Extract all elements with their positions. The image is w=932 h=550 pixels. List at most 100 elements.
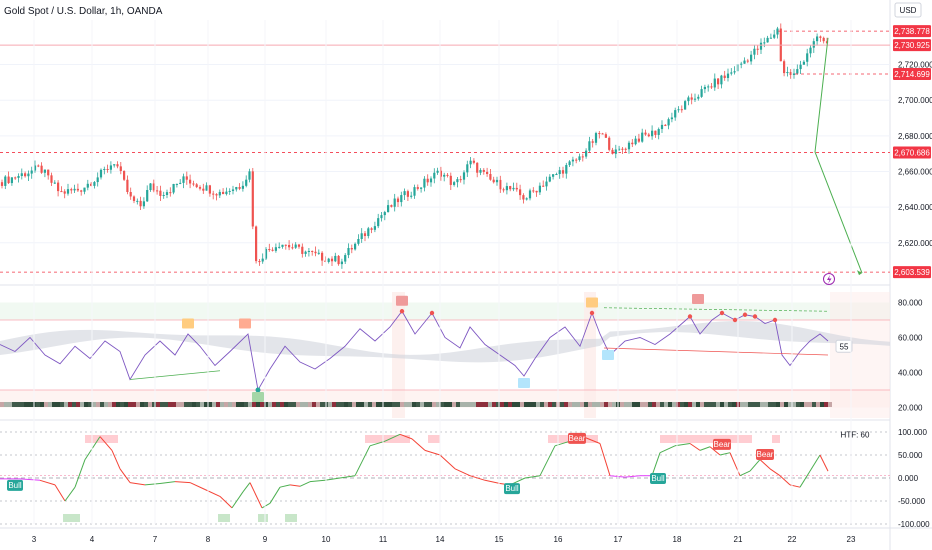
candle-body xyxy=(690,97,693,100)
regime-cell xyxy=(564,402,568,407)
osc-segment xyxy=(279,484,291,488)
osc-segment xyxy=(309,479,326,483)
candle-body xyxy=(80,190,83,192)
candle-body xyxy=(443,174,446,177)
regime-cell xyxy=(212,402,216,407)
osc-segment xyxy=(242,482,251,493)
candle-body xyxy=(86,183,89,188)
candle-body xyxy=(588,141,591,151)
regime-cell xyxy=(124,402,128,407)
regime-cell xyxy=(592,402,596,407)
rsi-peak-dot xyxy=(687,314,693,319)
regime-cell xyxy=(516,402,520,407)
candle-body xyxy=(50,175,53,183)
candle-body xyxy=(462,172,466,180)
candle-body xyxy=(284,244,287,246)
bear-signal-label: Bear xyxy=(757,450,774,459)
candle-body xyxy=(195,184,198,188)
osc-tick-label: -100.000 xyxy=(898,520,930,529)
regime-cell xyxy=(8,402,12,407)
regime-cell xyxy=(424,402,428,407)
rsi-signal-tag xyxy=(239,318,251,329)
osc-segment xyxy=(189,482,206,490)
rsi-peak-dot xyxy=(772,317,778,323)
candle-body xyxy=(538,185,541,193)
candle-body xyxy=(344,255,347,262)
rsi-signal-tag xyxy=(396,295,408,306)
rsi-signal-tag xyxy=(692,294,704,304)
regime-cell xyxy=(472,402,476,407)
regime-cell xyxy=(652,402,656,407)
regime-cell xyxy=(292,402,296,407)
forecast-arrow-head xyxy=(857,270,862,276)
osc-segment xyxy=(809,454,821,472)
candle-body xyxy=(278,246,281,248)
regime-cell xyxy=(604,402,608,407)
candle-body xyxy=(360,233,363,240)
candle-body xyxy=(472,160,475,163)
regime-cell xyxy=(668,402,672,407)
regime-cell xyxy=(624,402,628,407)
regime-cell xyxy=(128,402,132,407)
regime-cell xyxy=(816,402,820,407)
regime-cell xyxy=(144,402,148,407)
lightning-icon[interactable] xyxy=(823,273,835,285)
candle-body xyxy=(763,42,766,44)
candle-body xyxy=(664,124,667,126)
candle-body xyxy=(132,196,136,201)
candle-body xyxy=(40,165,43,173)
candles xyxy=(0,23,829,269)
regime-cell xyxy=(312,402,316,407)
price-tick-label: 2,660.000 xyxy=(898,167,932,176)
osc-segment xyxy=(249,482,263,509)
regime-cell xyxy=(320,402,324,407)
regime-cell xyxy=(648,402,652,407)
candle-body xyxy=(123,170,126,180)
candle-body xyxy=(456,179,459,183)
candle-body xyxy=(103,168,106,170)
candle-body xyxy=(651,130,654,137)
regime-cell xyxy=(620,402,624,407)
regime-cell xyxy=(232,402,236,407)
regime-cell xyxy=(44,402,48,407)
candle-body xyxy=(83,187,86,192)
regime-cell xyxy=(204,402,208,407)
candle-body xyxy=(175,183,178,185)
regime-cell xyxy=(792,402,796,407)
candle-body xyxy=(142,201,145,207)
regime-cell xyxy=(672,402,676,407)
candle-body xyxy=(281,244,284,247)
regime-cell xyxy=(316,402,320,407)
candle-body xyxy=(202,188,205,191)
regime-cell xyxy=(676,402,680,407)
candle-body xyxy=(350,248,353,250)
regime-cell xyxy=(804,402,808,407)
osc-segment xyxy=(384,433,401,442)
candle-body xyxy=(552,174,555,177)
osc-tick-label: 100.000 xyxy=(898,428,927,437)
osc-segment xyxy=(539,445,556,476)
regime-cell xyxy=(140,402,144,407)
osc-segment xyxy=(699,446,711,451)
regime-cell xyxy=(524,402,528,407)
candle-body xyxy=(512,187,515,190)
regime-cell xyxy=(460,402,464,407)
candle-body xyxy=(311,250,314,252)
regime-cell xyxy=(512,402,516,407)
osc-segment xyxy=(64,486,76,502)
regime-cell xyxy=(436,402,440,407)
candle-body xyxy=(354,243,357,250)
osc-segment xyxy=(111,450,121,469)
price-level-label: 2,714.699 xyxy=(894,70,930,79)
regime-cell xyxy=(752,402,756,407)
regime-cell xyxy=(92,402,96,407)
regime-cell xyxy=(824,402,828,407)
rsi-peak-dot xyxy=(732,317,738,323)
candle-body xyxy=(446,174,449,176)
regime-cell xyxy=(372,402,376,407)
candle-body xyxy=(565,165,568,174)
divergence-line xyxy=(603,307,829,312)
candle-body xyxy=(429,178,433,183)
regime-cell xyxy=(428,402,432,407)
